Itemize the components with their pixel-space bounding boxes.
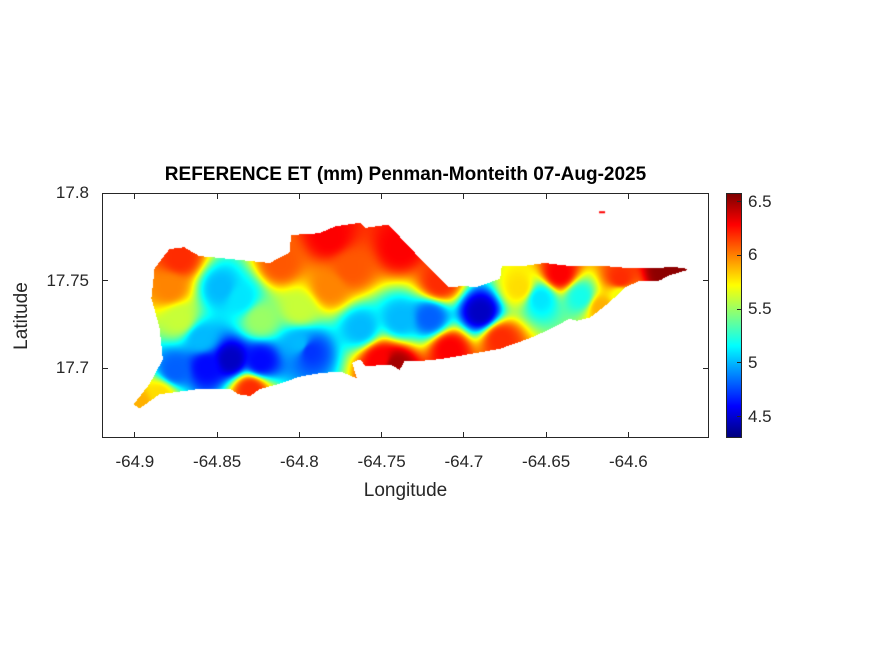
colorbar-tick-mark <box>737 416 741 417</box>
x-tick-label: -64.65 <box>522 452 571 471</box>
x-tick-mark <box>134 193 136 199</box>
x-tick-mark <box>381 432 383 438</box>
x-tick-label: -64.6 <box>609 452 648 471</box>
y-tick-label: 17.7 <box>55 358 89 377</box>
et-heatmap <box>103 194 708 437</box>
x-tick-label: -64.75 <box>357 452 406 471</box>
colorbar-tick-mark <box>737 308 741 310</box>
chart-title: REFERENCE ET (mm) Penman-Monteith 07-Aug… <box>164 164 647 185</box>
colorbar-tick-label: 6.5 <box>748 191 772 211</box>
x-tick-mark <box>298 432 300 438</box>
y-axis-label: Latitude <box>11 282 32 350</box>
colorbar <box>726 193 742 438</box>
y-tick-mark <box>703 192 709 194</box>
x-tick-mark <box>381 193 383 199</box>
map-axes <box>102 193 709 438</box>
x-tick-mark <box>298 193 300 199</box>
x-tick-label: -64.85 <box>193 452 242 471</box>
y-tick-label: 17.8 <box>55 183 89 202</box>
x-tick-mark <box>463 432 465 438</box>
x-tick-mark <box>463 193 465 199</box>
y-tick-mark <box>703 280 709 281</box>
y-tick-label: 17.75 <box>46 270 89 290</box>
colorbar-tick-label: 5.5 <box>748 299 772 319</box>
colorbar-tick-label: 5 <box>748 352 758 372</box>
x-tick-mark <box>545 193 547 199</box>
colorbar-tick-mark <box>737 254 741 256</box>
y-tick-mark <box>703 367 709 369</box>
x-tick-label: -64.8 <box>280 452 319 471</box>
y-tick-mark <box>102 192 108 194</box>
x-tick-mark <box>216 193 218 199</box>
x-tick-mark <box>134 432 136 438</box>
x-axis-label: Longitude <box>363 480 448 501</box>
x-tick-label: -64.9 <box>115 452 155 471</box>
colorbar-tick-label: 6 <box>748 245 758 265</box>
y-tick-mark <box>102 367 108 369</box>
colorbar-tick-label: 4.5 <box>748 406 772 426</box>
colorbar-tick-mark <box>737 362 741 364</box>
x-tick-mark <box>627 193 629 199</box>
y-tick-mark <box>102 280 108 281</box>
x-tick-mark <box>216 432 218 438</box>
x-tick-mark <box>545 432 547 438</box>
x-tick-mark <box>627 432 629 438</box>
colorbar-tick-mark <box>737 201 741 203</box>
x-tick-label: -64.7 <box>444 452 484 471</box>
